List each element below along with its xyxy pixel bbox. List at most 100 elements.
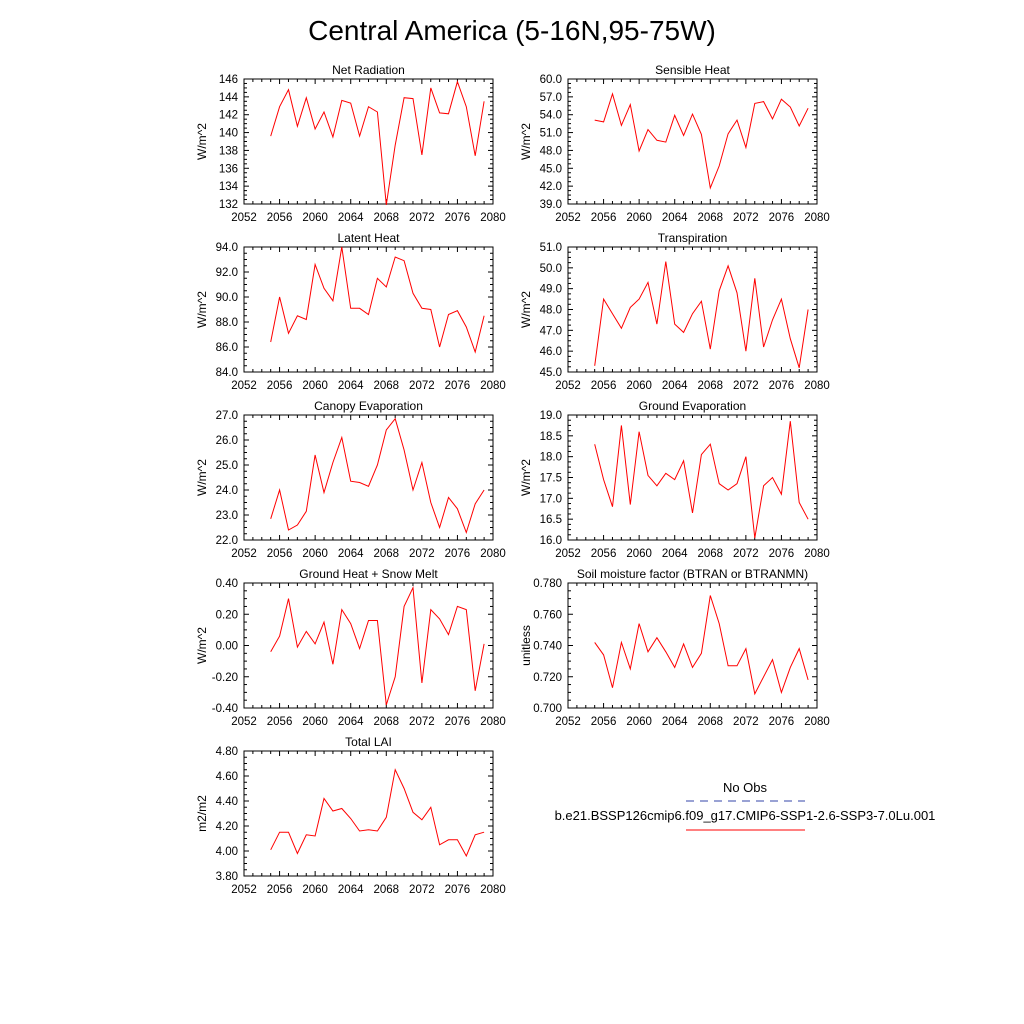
x-tick-label: 2052 [231,884,257,896]
y-tick-label: 0.700 [533,703,562,715]
y-tick-label: 48.0 [540,145,562,157]
x-tick-label: 2056 [267,380,293,392]
y-tick-label: 18.0 [540,452,562,464]
y-tick-label: 132 [219,199,238,211]
x-tick-label: 2060 [626,380,652,392]
y-tick-label: 49.0 [540,284,562,296]
x-tick-label: 2064 [662,716,688,728]
y-axis-label: W/m^2 [195,123,209,160]
legend-label-model: b.e21.BSSP126cmip6.f09_g17.CMIP6-SSP1-2.… [555,808,936,823]
x-tick-label: 2076 [445,884,471,896]
y-tick-label: 57.0 [540,92,562,104]
panel-sensible-heat: Sensible Heat W/m^2 2052 2056 2060 2064 2068 20… [519,63,830,224]
x-tick-label: 2052 [555,548,581,560]
y-tick-label: 50.0 [540,263,562,275]
y-tick-label: 26.0 [216,435,238,447]
x-tick-label: 2080 [480,212,506,224]
y-tick-label: 138 [219,145,238,157]
y-tick-label: 17.0 [540,493,562,505]
panel-title: Net Radiation [332,63,405,77]
x-tick-label: 2072 [733,212,759,224]
y-tick-label: 19.0 [540,410,562,422]
y-tick-label: 0.740 [533,641,562,653]
y-axis-label: W/m^2 [195,627,209,664]
legend-label-obs: No Obs [723,780,768,795]
y-tick-label: 84.0 [216,367,238,379]
x-tick-label: 2072 [409,212,435,224]
y-tick-label: -0.20 [212,672,238,684]
y-tick-label: 146 [219,74,238,86]
x-tick-label: 2056 [591,716,617,728]
series-line [594,92,809,190]
panel-title: Total LAI [345,735,392,749]
panel-title: Sensible Heat [655,63,730,77]
y-tick-label: 0.780 [533,578,562,590]
y-tick-label: 88.0 [216,317,238,329]
panel-total-lai: Total LAI m2/m2 2052 2056 2060 2064 2068 2072 20… [195,735,506,896]
y-tick-label: 51.0 [540,242,562,254]
y-tick-label: 0.20 [216,609,238,621]
x-tick-label: 2080 [804,212,830,224]
x-tick-label: 2076 [769,716,795,728]
y-tick-label: 25.0 [216,460,238,472]
x-tick-label: 2080 [804,548,830,560]
x-tick-label: 2056 [591,212,617,224]
panel-title: Soil moisture factor (BTRAN or BTRANMN) [577,567,808,581]
x-tick-label: 2076 [769,212,795,224]
y-tick-label: 17.5 [540,473,562,485]
x-tick-label: 2064 [338,884,364,896]
y-axis-label: W/m^2 [519,459,533,496]
series-line [270,246,485,354]
x-tick-label: 2060 [302,716,328,728]
series-line [594,595,809,696]
y-tick-label: 144 [219,92,239,104]
x-tick-label: 2080 [480,380,506,392]
x-tick-label: 2064 [338,716,364,728]
x-tick-label: 2056 [591,380,617,392]
x-tick-label: 2052 [555,380,581,392]
x-tick-label: 2072 [409,884,435,896]
y-tick-label: 4.40 [216,796,238,808]
x-tick-label: 2052 [555,716,581,728]
y-tick-label: 94.0 [216,242,238,254]
y-tick-label: 16.0 [540,535,562,547]
x-tick-label: 2064 [338,548,364,560]
y-tick-label: 0.40 [216,578,238,590]
y-tick-label: 140 [219,128,238,140]
x-tick-label: 2076 [769,380,795,392]
y-tick-label: 23.0 [216,510,238,522]
y-tick-label: 86.0 [216,342,238,354]
x-tick-label: 2060 [302,548,328,560]
y-tick-label: 42.0 [540,181,562,193]
panels-group: Net Radiation W/m^2 2052 2056 2060 2064 2068 20… [195,63,830,896]
series-line [270,585,485,706]
x-tick-label: 2076 [769,548,795,560]
panel-soil-moisture-factor: Soil moisture factor (BTRAN or BTRANMN) u… [519,567,830,728]
x-tick-label: 2060 [302,884,328,896]
x-tick-label: 2072 [409,548,435,560]
y-tick-label: 136 [219,163,238,175]
x-tick-label: 2072 [409,716,435,728]
panel-title: Ground Heat + Snow Melt [299,567,438,581]
x-tick-label: 2080 [480,884,506,896]
y-tick-label: 24.0 [216,485,238,497]
y-tick-label: 46.0 [540,346,562,358]
y-tick-label: 16.5 [540,514,562,526]
y-tick-label: 90.0 [216,292,238,304]
y-axis-label: W/m^2 [519,123,533,160]
x-tick-label: 2076 [445,548,471,560]
x-tick-label: 2072 [733,716,759,728]
series-line [270,80,485,205]
x-tick-label: 2076 [445,716,471,728]
x-tick-label: 2064 [662,380,688,392]
series-line [270,417,485,535]
panel-title: Canopy Evaporation [314,399,423,413]
x-tick-label: 2056 [267,212,293,224]
y-tick-label: -0.40 [212,703,238,715]
y-axis-label: W/m^2 [519,291,533,328]
y-axis-label: W/m^2 [195,291,209,328]
x-tick-label: 2060 [302,380,328,392]
y-tick-label: 0.760 [533,609,562,621]
